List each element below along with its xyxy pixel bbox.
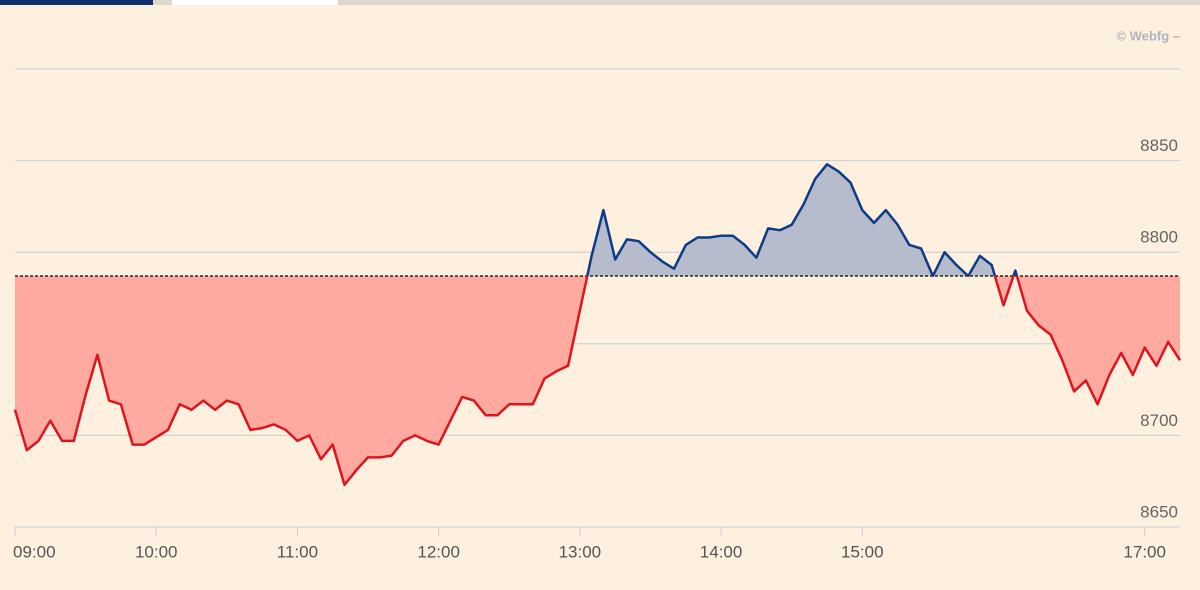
line-down <box>13 276 1182 487</box>
y-tick-label: 8700 <box>1140 411 1178 430</box>
x-tick-label: 10:00 <box>135 542 178 561</box>
tab[interactable] <box>172 0 338 5</box>
x-tick-label: 12:00 <box>417 542 460 561</box>
y-tick-label: 8650 <box>1140 502 1178 521</box>
x-tick-label: 09:00 <box>13 542 56 561</box>
x-tick-label: 11:00 <box>277 542 318 561</box>
x-tick-label: 13:00 <box>559 542 602 561</box>
area-up <box>587 164 1017 277</box>
x-tick-label: 17:00 <box>1123 542 1166 561</box>
tab-strip <box>0 0 1200 5</box>
y-tick-label: 8850 <box>1140 136 1178 155</box>
area-down <box>15 276 1180 485</box>
x-tick-label: 15:00 <box>841 542 884 561</box>
x-tick-label: 14:00 <box>700 542 743 561</box>
source-label: © Webfg – <box>1116 28 1180 43</box>
active-tab[interactable] <box>0 0 153 5</box>
y-tick-label: 8800 <box>1140 228 1178 247</box>
line-up <box>585 163 1019 277</box>
